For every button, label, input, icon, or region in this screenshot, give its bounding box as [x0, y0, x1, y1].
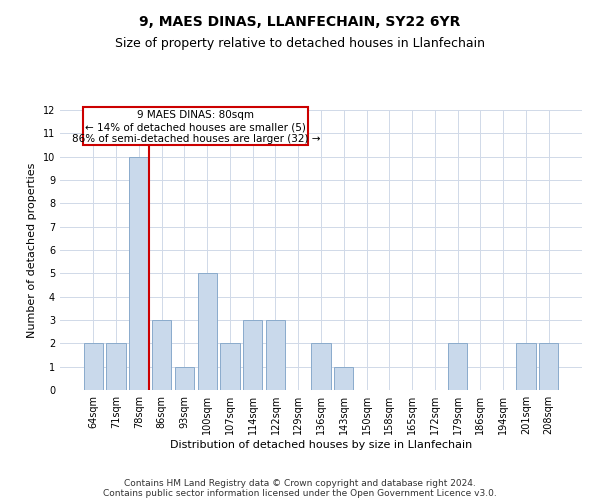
- Bar: [334, 366, 353, 390]
- Text: 86% of semi-detached houses are larger (32) →: 86% of semi-detached houses are larger (…: [71, 134, 320, 144]
- Bar: [311, 344, 331, 390]
- Bar: [243, 320, 262, 390]
- Text: Contains public sector information licensed under the Open Government Licence v3: Contains public sector information licen…: [103, 488, 497, 498]
- Text: Contains HM Land Registry data © Crown copyright and database right 2024.: Contains HM Land Registry data © Crown c…: [124, 478, 476, 488]
- Bar: [448, 344, 467, 390]
- Bar: [129, 156, 149, 390]
- Bar: [539, 344, 558, 390]
- Bar: [175, 366, 194, 390]
- Bar: [84, 344, 103, 390]
- Bar: [197, 274, 217, 390]
- X-axis label: Distribution of detached houses by size in Llanfechain: Distribution of detached houses by size …: [170, 440, 472, 450]
- Bar: [516, 344, 536, 390]
- Text: 9, MAES DINAS, LLANFECHAIN, SY22 6YR: 9, MAES DINAS, LLANFECHAIN, SY22 6YR: [139, 15, 461, 29]
- Bar: [266, 320, 285, 390]
- Text: ← 14% of detached houses are smaller (5): ← 14% of detached houses are smaller (5): [85, 122, 306, 132]
- FancyBboxPatch shape: [83, 107, 308, 144]
- Text: Size of property relative to detached houses in Llanfechain: Size of property relative to detached ho…: [115, 38, 485, 51]
- Bar: [152, 320, 172, 390]
- Text: 9 MAES DINAS: 80sqm: 9 MAES DINAS: 80sqm: [137, 110, 254, 120]
- Bar: [220, 344, 239, 390]
- Bar: [106, 344, 126, 390]
- Y-axis label: Number of detached properties: Number of detached properties: [27, 162, 37, 338]
